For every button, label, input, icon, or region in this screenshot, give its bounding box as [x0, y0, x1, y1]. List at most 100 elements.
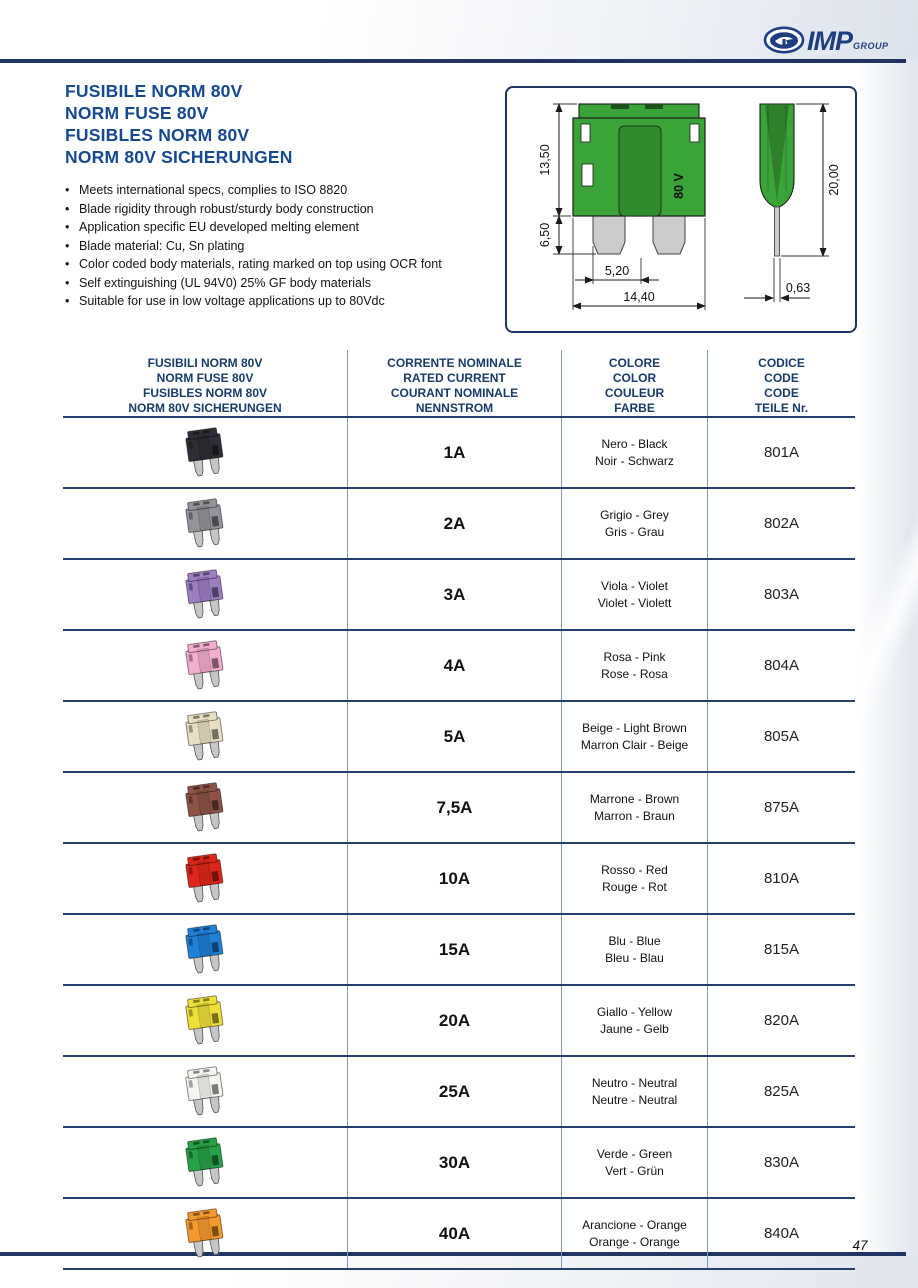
fuse-image [185, 923, 224, 973]
top-decorative-band [0, 0, 918, 59]
color-name-line1: Beige - Light Brown [582, 720, 687, 735]
feature-bullet-item: Self extinguishing (UL 94V0) 25% GF body… [65, 274, 442, 293]
title-line-english: NORM FUSE 80V [65, 103, 209, 123]
fuse-image-cell [63, 773, 348, 842]
rating-value: 15A [438, 939, 471, 959]
technical-drawing-box: 80 V 13,50 6,50 5,20 14,40 [505, 86, 857, 333]
feature-bullet-text: Blade material: Cu, Sn plating [79, 238, 245, 253]
logo-text: IMP [807, 26, 853, 56]
fuse-image [185, 994, 224, 1044]
rated-current-cell: 40A [348, 1199, 562, 1268]
rating-value: 25A [438, 1081, 471, 1101]
part-code: 840A [763, 1225, 800, 1242]
part-code: 810A [763, 870, 800, 887]
color-name-cell: Beige - Light Brown Marron Clair - Beige [562, 702, 708, 771]
dim-blade-length: 6,50 [538, 223, 552, 247]
rating-value: 3A [443, 584, 466, 604]
column-header-code: CODICE CODE CODE TEILE Nr. [754, 356, 809, 415]
rated-current-cell: 3A [348, 560, 562, 629]
title-line-french: FUSIBLES NORM 80V [65, 125, 250, 145]
rated-current-cell: 30A [348, 1128, 562, 1197]
table-row: 10A Rosso - Red Rouge - Rot 810A [63, 842, 855, 913]
rated-current-cell: 2A [348, 489, 562, 558]
bottom-rule [0, 1252, 906, 1256]
table-row: 20A Giallo - Yellow Jaune - Gelb 820A [63, 984, 855, 1055]
rating-value: 1A [443, 442, 466, 462]
part-code-cell: 840A [708, 1199, 855, 1268]
fuse-image [185, 426, 224, 476]
rating-value: 40A [438, 1223, 471, 1243]
part-code-cell: 802A [708, 489, 855, 558]
color-name-line1: Blu - Blue [608, 933, 661, 948]
fuse-image-cell [63, 1057, 348, 1126]
rated-current-cell: 15A [348, 915, 562, 984]
fuse-image-cell [63, 915, 348, 984]
part-code: 820A [763, 1012, 800, 1029]
rated-current-cell: 5A [348, 702, 562, 771]
color-name-cell: Neutro - Neutral Neutre - Neutral [562, 1057, 708, 1126]
color-name-cell: Blu - Blue Bleu - Blau [562, 915, 708, 984]
part-code: 805A [763, 728, 800, 745]
table-row: 15A Blu - Blue Bleu - Blau 815A [63, 913, 855, 984]
fuse-image [185, 568, 224, 618]
title-line-german: NORM 80V SICHERUNGEN [65, 147, 293, 167]
part-code-cell: 875A [708, 773, 855, 842]
color-name-cell: Viola - Violet Violet - Violett [562, 560, 708, 629]
color-name-line1: Viola - Violet [601, 578, 668, 593]
fuse-image [185, 852, 224, 902]
fuse-image-cell [63, 489, 348, 558]
rating-value: 10A [438, 868, 471, 888]
feature-bullet-text: Color coded body materials, rating marke… [79, 257, 442, 271]
bottom-decorative-band [0, 1256, 918, 1288]
fuse-image [185, 1065, 224, 1115]
feature-bullet-item: Application specific EU developed meltin… [65, 218, 442, 237]
rating-value: 20A [438, 1010, 471, 1030]
table-row: 1A Nero - Black Noir - Schwarz 801A [63, 416, 855, 487]
top-rule [0, 59, 906, 63]
color-name-line2: Bleu - Blau [605, 950, 664, 965]
color-name-line2: Rouge - Rot [602, 879, 667, 894]
fuse-image [185, 1136, 224, 1186]
color-name-line1: Grigio - Grey [600, 507, 669, 522]
rated-current-cell: 7,5A [348, 773, 562, 842]
rating-value: 7,5A [436, 797, 473, 817]
rated-current-cell: 20A [348, 986, 562, 1055]
feature-bullet-text: Meets international specs, complies to I… [79, 183, 348, 197]
feature-bullet-item: Blade material: Cu, Sn plating [65, 237, 442, 256]
color-name-line2: Vert - Grün [605, 1163, 664, 1178]
part-code-cell: 803A [708, 560, 855, 629]
title-line-italian: FUSIBILE NORM 80V [65, 81, 243, 101]
column-header-rated-current: CORRENTE NOMINALE RATED CURRENT COURANT … [348, 350, 562, 416]
part-code-cell: 801A [708, 418, 855, 487]
color-name-line1: Marrone - Brown [589, 791, 680, 806]
fuse-technical-drawing: 80 V 13,50 6,50 5,20 14,40 [538, 103, 841, 310]
rating-value: 4A [443, 655, 466, 675]
feature-bullet-item: Suitable for use in low voltage applicat… [65, 292, 442, 311]
feature-bullet-text: Suitable for use in low voltage applicat… [79, 294, 385, 308]
dim-blade-pitch: 5,20 [605, 264, 629, 278]
part-code: 830A [763, 1154, 800, 1171]
table-row: 40A Arancione - Orange Orange - Orange 8… [63, 1197, 855, 1268]
color-name-line1: Rosa - Pink [603, 649, 666, 664]
part-code-cell: 804A [708, 631, 855, 700]
feature-bullet-item: Color coded body materials, rating marke… [65, 255, 442, 274]
table-row: 30A Verde - Green Vert - Grün 830A [63, 1126, 855, 1197]
fuse-voltage-marking: 80 V [672, 172, 686, 198]
rated-current-cell: 25A [348, 1057, 562, 1126]
part-code-cell: 810A [708, 844, 855, 913]
color-name-line2: Noir - Schwarz [595, 453, 674, 468]
feature-bullet-text: Self extinguishing (UL 94V0) 25% GF body… [79, 275, 372, 290]
fuse-table: FUSIBILI NORM 80V NORM FUSE 80V FUSIBLES… [63, 350, 855, 1270]
logo-oval-icon [763, 26, 805, 54]
fuse-image [185, 781, 224, 831]
part-code: 801A [763, 444, 800, 461]
color-name-line1: Rosso - Red [601, 862, 668, 877]
fuse-image-cell [63, 702, 348, 771]
color-name-cell: Rosa - Pink Rose - Rosa [562, 631, 708, 700]
color-name-line2: Marron Clair - Beige [580, 737, 689, 752]
part-code-cell: 805A [708, 702, 855, 771]
table-body: 1A Nero - Black Noir - Schwarz 801A [63, 416, 855, 1268]
dim-total-height: 20,00 [827, 164, 841, 195]
fuse-image-cell [63, 631, 348, 700]
